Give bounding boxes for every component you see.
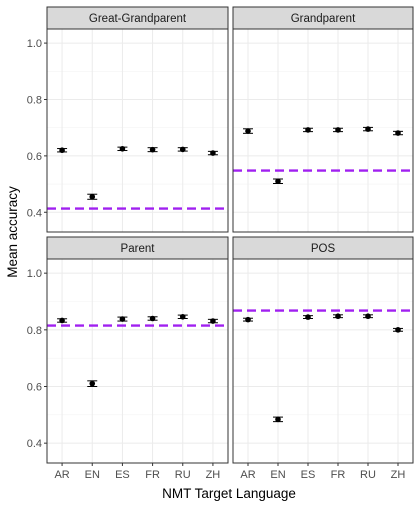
data-point	[395, 130, 401, 136]
x-tick-label: RU	[360, 469, 376, 481]
panel-background	[233, 259, 413, 463]
x-tick-label: AR	[240, 469, 255, 481]
x-tick-label: ES	[301, 469, 316, 481]
data-point	[179, 146, 186, 153]
x-tick-label: FR	[331, 469, 346, 481]
panel-background	[233, 29, 413, 232]
panel-background	[47, 259, 228, 463]
data-point	[245, 316, 251, 323]
data-point	[89, 193, 96, 200]
facet-title: Grandparent	[291, 13, 356, 25]
data-point	[149, 146, 156, 153]
data-point	[245, 128, 251, 134]
y-tick-label: 1.0	[27, 38, 42, 50]
facet-panel: Parent 0.4 0.6 0.8 1.0 AR EN ES FR RU ZH	[27, 236, 229, 481]
panel-background	[47, 29, 228, 232]
data-point	[365, 313, 371, 320]
data-point	[179, 314, 186, 320]
data-point	[335, 313, 341, 320]
facet-panel: Grandparent	[232, 6, 414, 233]
data-point	[210, 318, 216, 324]
y-tick-label: 0.4	[27, 438, 42, 450]
data-point	[305, 127, 311, 133]
x-tick-label: AR	[54, 469, 69, 481]
x-tick-label: FR	[145, 469, 160, 481]
y-tick-label: 0.6	[27, 151, 42, 163]
panel-border	[46, 258, 229, 464]
x-axis-title: NMT Target Language	[162, 486, 296, 501]
facet-panel: POS AR EN ES FR RU ZH	[232, 236, 414, 481]
panel-border	[232, 258, 414, 464]
facet-title: Great-Grandparent	[89, 13, 187, 25]
data-point	[89, 380, 96, 387]
y-tick-label: 0.8	[27, 94, 42, 106]
data-point	[59, 317, 65, 324]
y-tick-label: 1.0	[27, 268, 42, 280]
data-point	[395, 327, 401, 333]
data-point	[149, 315, 156, 322]
data-point	[210, 150, 216, 156]
x-tick-label: ZH	[391, 469, 406, 481]
plot-area: Great-Grandparent 0.4 0.6 0.8 1.0 Grandparent…	[27, 6, 414, 481]
x-tick-label: RU	[175, 469, 191, 481]
facet-title: Parent	[121, 243, 156, 255]
x-tick-label: EN	[270, 469, 285, 481]
data-point	[119, 146, 126, 152]
data-point	[275, 416, 281, 423]
y-axis-title: Mean accuracy	[5, 186, 20, 278]
x-tick-label: ES	[115, 469, 130, 481]
data-point	[119, 316, 126, 322]
data-point	[275, 178, 281, 185]
data-point	[335, 127, 341, 133]
facet-title: POS	[311, 243, 336, 255]
y-tick-label: 0.8	[27, 325, 42, 337]
x-tick-label: ZH	[206, 469, 221, 481]
y-tick-label: 0.6	[27, 382, 42, 394]
data-point	[365, 126, 371, 132]
panel-border	[46, 28, 229, 233]
data-point	[59, 147, 65, 154]
y-tick-label: 0.4	[27, 207, 42, 219]
facet-panel: Great-Grandparent 0.4 0.6 0.8 1.0	[27, 6, 229, 233]
x-tick-label: EN	[85, 469, 100, 481]
data-point	[305, 314, 311, 320]
panel-border	[232, 28, 414, 233]
